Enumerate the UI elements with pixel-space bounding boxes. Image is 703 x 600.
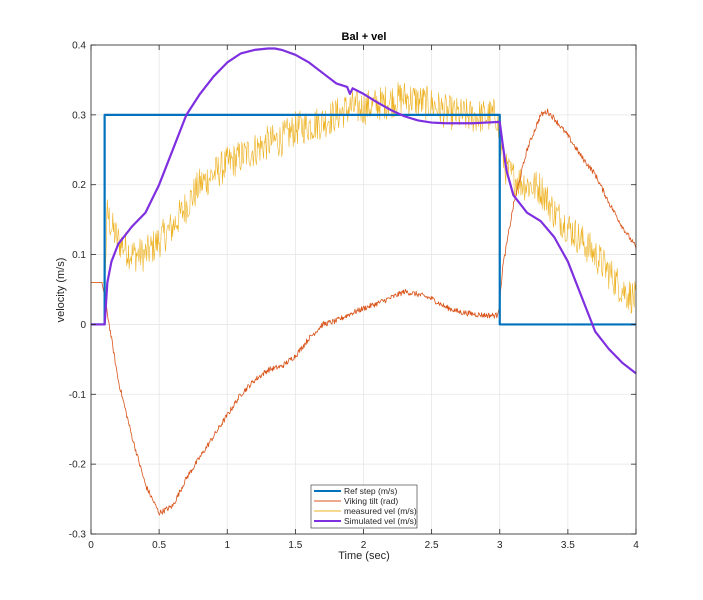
y-tick-label: -0.2 xyxy=(69,460,87,471)
x-tick-label: 1 xyxy=(224,540,230,551)
x-tick-label: 1.5 xyxy=(288,540,302,551)
series-line-simulated-vel-m-s xyxy=(91,47,637,375)
chart-title: Bal + vel xyxy=(342,31,387,43)
y-tick-label: 0.3 xyxy=(72,110,86,121)
y-axis-label: velocity (m/s) xyxy=(55,258,67,323)
x-axis-label: Time (sec) xyxy=(338,550,390,562)
y-tick-label: -0.3 xyxy=(69,530,87,541)
y-tick-label: 0.1 xyxy=(72,250,86,261)
series-group xyxy=(91,47,637,516)
y-tick-label: -0.1 xyxy=(69,390,87,401)
y-tick-label: 0.4 xyxy=(72,41,86,52)
x-tick-label: 3 xyxy=(497,540,503,551)
y-axis: -0.3 -0.2 -0.1 0 0.1 0.2 0.3 0.4 xyxy=(69,41,636,541)
x-tick-label: 3.5 xyxy=(561,540,575,551)
x-tick-label: 4 xyxy=(633,540,639,551)
legend: Ref step (m/s)Viking tilt (rad)measured … xyxy=(310,484,418,529)
x-axis: 0 0.5 1 1.5 2 2.5 3 3.5 4 xyxy=(88,45,639,551)
y-tick-label: 0 xyxy=(80,320,86,331)
legend-label: measured vel (m/s) xyxy=(344,506,417,516)
y-tick-label: 0.2 xyxy=(72,180,86,191)
series-line-viking-tilt-rad xyxy=(91,108,637,516)
x-tick-label: 2 xyxy=(361,540,367,551)
legend-label: Ref step (m/s) xyxy=(344,486,398,496)
x-tick-label: 0.5 xyxy=(152,540,166,551)
legend-label: Viking tilt (rad) xyxy=(344,496,398,506)
x-tick-label: 2.5 xyxy=(425,540,439,551)
legend-label: Simulated vel (m/s) xyxy=(344,516,417,526)
x-tick-label: 0 xyxy=(88,540,94,551)
series-line-measured-vel-m-s xyxy=(91,82,637,314)
